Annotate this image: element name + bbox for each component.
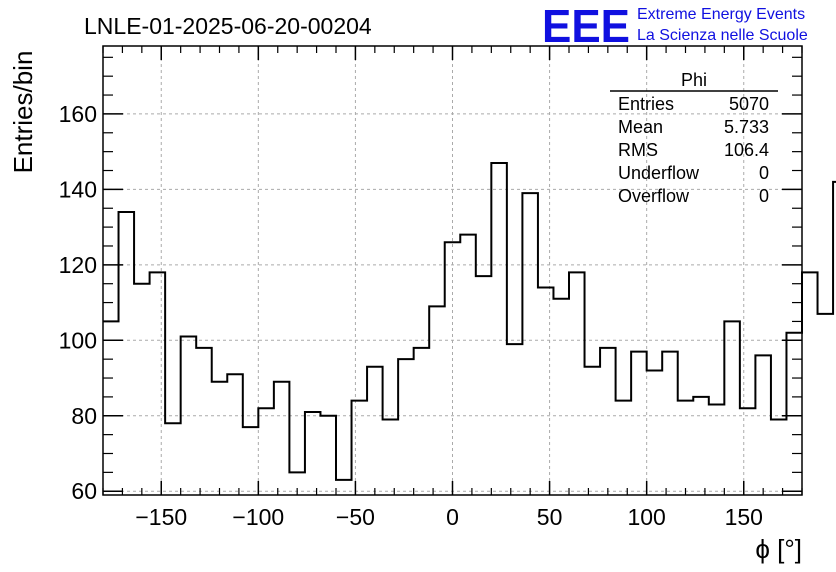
stats-value: 0 — [759, 186, 769, 206]
y-tick-label: 60 — [71, 478, 97, 504]
chart-title: LNLE-01-2025-06-20-00204 — [84, 13, 372, 39]
x-tick-label: −100 — [232, 504, 284, 530]
y-axis-label: Entries/bin — [8, 51, 38, 174]
stats-rows: Entries 5070 Mean 5.733 RMS 106.4 Underflow 0 Ov… — [618, 94, 769, 206]
stats-label: RMS — [618, 140, 658, 160]
stats-label: Underflow — [618, 163, 700, 183]
y-tick-label: 120 — [59, 252, 97, 278]
histogram-line — [103, 161, 836, 481]
y-tick-label: 80 — [71, 403, 97, 429]
stats-label: Entries — [618, 94, 674, 114]
stats-label: Overflow — [618, 186, 690, 206]
x-tick-label: 0 — [446, 504, 459, 530]
x-tick-label: −150 — [135, 504, 187, 530]
stats-title: Phi — [681, 70, 707, 90]
x-tick-label: 50 — [537, 504, 563, 530]
y-tick-label: 160 — [59, 101, 97, 127]
x-tick-label: 100 — [627, 504, 665, 530]
x-tick-label: 150 — [725, 504, 763, 530]
stats-box: Phi Entries 5070 Mean 5.733 RMS 106.4 Underflo… — [610, 70, 778, 206]
tick-layer: −150 −100 −50 0 50 100 150 60 80 100 120 140 160 — [59, 46, 803, 530]
stats-value: 106.4 — [724, 140, 769, 160]
eee-logo: EEE Extreme Energy Events La Scienza nel… — [542, 0, 808, 52]
x-axis-label: ϕ [°] — [755, 534, 802, 564]
stats-value: 5070 — [729, 94, 769, 114]
stats-label: Mean — [618, 117, 663, 137]
y-tick-label: 100 — [59, 327, 97, 353]
x-tick-label: −50 — [336, 504, 375, 530]
logo-line-1: Extreme Energy Events — [637, 6, 805, 23]
y-tick-label: 140 — [59, 176, 97, 202]
stats-value: 5.733 — [724, 117, 769, 137]
logo-line-2: La Scienza nelle Scuole — [637, 27, 808, 44]
logo-mark: EEE — [542, 0, 630, 52]
grid-layer — [103, 46, 802, 495]
stats-value: 0 — [759, 163, 769, 183]
